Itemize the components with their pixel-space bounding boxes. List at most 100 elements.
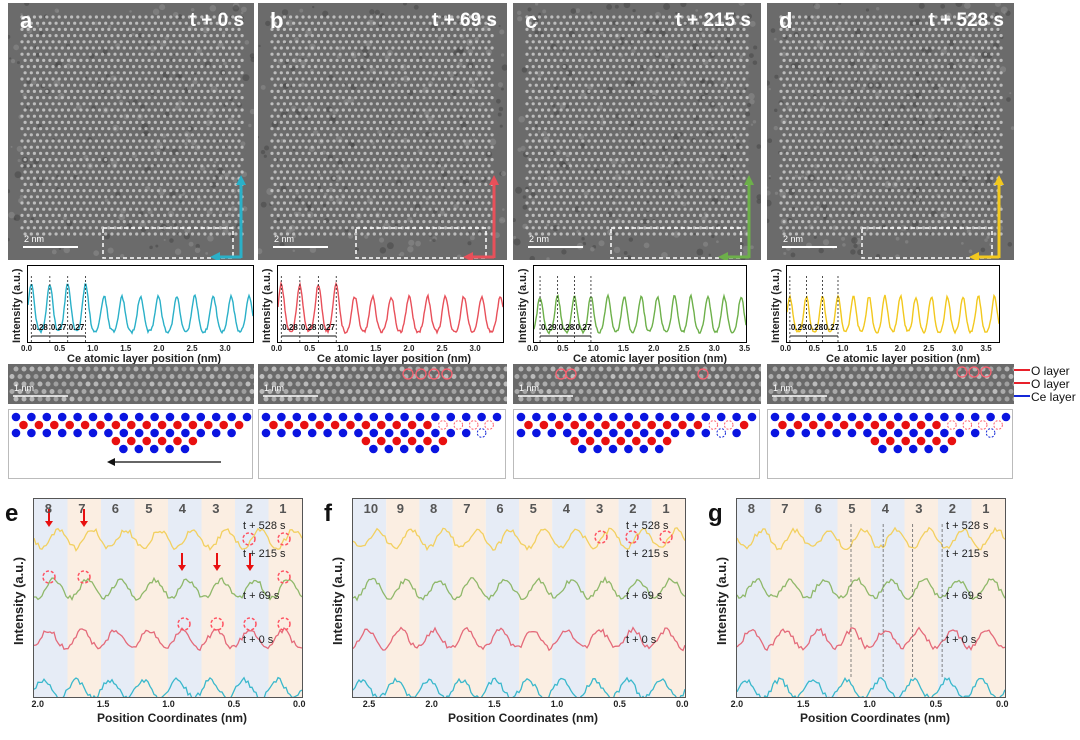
x-tick-label: 2.0 — [403, 344, 415, 353]
profile-ylabel: Intensity (a.u.) — [517, 268, 529, 343]
series-label: t + 215 s — [946, 548, 989, 560]
x-tick-label: 1.5 — [796, 699, 810, 709]
x-tick-label: 2.5 — [923, 344, 935, 353]
o-atom — [678, 420, 687, 430]
o-atom — [793, 420, 803, 430]
o-layer-label-2: O layer — [1031, 377, 1070, 391]
red-arrow — [178, 553, 186, 571]
ce-atom — [354, 412, 363, 422]
ce-atom — [399, 444, 409, 454]
x-tick-label: 2.5 — [186, 344, 198, 353]
o-atom — [932, 420, 941, 430]
o-atom — [855, 420, 864, 430]
ce-atom — [609, 428, 618, 438]
x-tick-label: 2.0 — [894, 344, 906, 353]
x-tick-label: 2.5 — [436, 344, 448, 353]
ce-atom — [323, 428, 332, 438]
x-tick-label: 1.0 — [587, 344, 599, 353]
o-atom — [886, 436, 895, 446]
ce-atom — [716, 412, 726, 422]
ce-atom — [150, 412, 159, 422]
ce-atom — [369, 444, 378, 454]
ce-atom — [307, 412, 317, 422]
o-atom — [886, 420, 895, 430]
ce-atom — [165, 428, 175, 438]
x-tick-label: 0.5 — [304, 344, 316, 353]
vacancy-circle — [968, 366, 980, 378]
ce-atom — [770, 412, 780, 422]
ce-atom — [134, 428, 144, 438]
o-atom — [300, 420, 309, 430]
series-line — [352, 676, 686, 702]
vacancy-circle — [980, 366, 992, 378]
profile-line — [27, 283, 254, 335]
ce-atom — [577, 444, 587, 454]
o-atom — [647, 436, 656, 446]
ce-atom — [686, 412, 695, 422]
o-atom — [377, 436, 386, 446]
ce-atom — [149, 444, 159, 454]
series-line — [736, 576, 1006, 600]
o-atom — [839, 420, 849, 430]
panel-letter-f: f — [324, 500, 332, 527]
o-atom — [932, 436, 941, 446]
profile-ylabel: Intensity (a.u.) — [11, 268, 23, 343]
o-atom — [662, 436, 672, 446]
y-axis-label: Intensity (a.u.) — [714, 556, 729, 645]
o-atom — [601, 420, 610, 430]
o-atom — [662, 420, 672, 430]
o-atom — [901, 420, 910, 430]
hrtem-strip-d: 1 nm — [767, 364, 1014, 404]
ce-atom — [446, 412, 456, 422]
direction-arrow — [463, 175, 499, 260]
ce-atom — [73, 412, 82, 422]
direction-arrow — [969, 175, 1004, 260]
profile-line — [277, 280, 504, 335]
ce-atom — [461, 412, 471, 422]
x-tick-label: 2.5 — [362, 699, 376, 709]
column-band — [519, 499, 553, 697]
spacing-label: 0.27 — [576, 323, 592, 332]
ce-atom — [816, 428, 826, 438]
column-number: 6 — [496, 501, 504, 516]
x-tick-label: 2.5 — [678, 344, 690, 353]
ce-atom — [261, 412, 271, 422]
hrtem-strip-b: 1 nm — [258, 364, 507, 404]
column-number: 10 — [363, 501, 379, 516]
ce-atom — [211, 428, 221, 438]
hrtem-strip-c: 1 nm — [513, 364, 761, 404]
ce-atom — [181, 412, 190, 422]
spacing-label: 0.28 — [282, 323, 298, 332]
series-label: t + 0 s — [243, 634, 274, 646]
ce-atom — [939, 444, 949, 454]
series-label: t + 528 s — [243, 520, 286, 532]
line-chart-e — [33, 498, 303, 702]
column-band — [737, 499, 771, 697]
ce-atom — [732, 412, 741, 422]
o-atom — [392, 420, 401, 430]
ce-atom — [801, 428, 811, 438]
series-label: t + 69 s — [243, 590, 280, 602]
x-tick-label: 1.5 — [96, 699, 110, 709]
o-vacancy — [977, 420, 988, 430]
ce-atom — [863, 412, 872, 422]
ce-atom — [655, 428, 664, 438]
series-line — [352, 626, 686, 652]
ce-atom — [593, 412, 603, 422]
time-label: t + 215 s — [675, 10, 751, 31]
ce-atom — [832, 428, 841, 438]
ce-atom — [654, 444, 664, 454]
series-line — [736, 676, 1006, 702]
column-number: 8 — [747, 501, 755, 516]
ce-atom — [770, 428, 780, 438]
ce-atom — [400, 428, 409, 438]
ce-atom — [624, 428, 634, 438]
series-label: t + 215 s — [626, 548, 669, 560]
o-atom — [50, 420, 59, 430]
o-atom — [916, 420, 926, 430]
column-number: 4 — [562, 501, 571, 516]
ce-atom — [970, 412, 980, 422]
ce-atom — [165, 444, 174, 454]
ce-atom — [57, 428, 67, 438]
ce-atom — [11, 412, 21, 422]
